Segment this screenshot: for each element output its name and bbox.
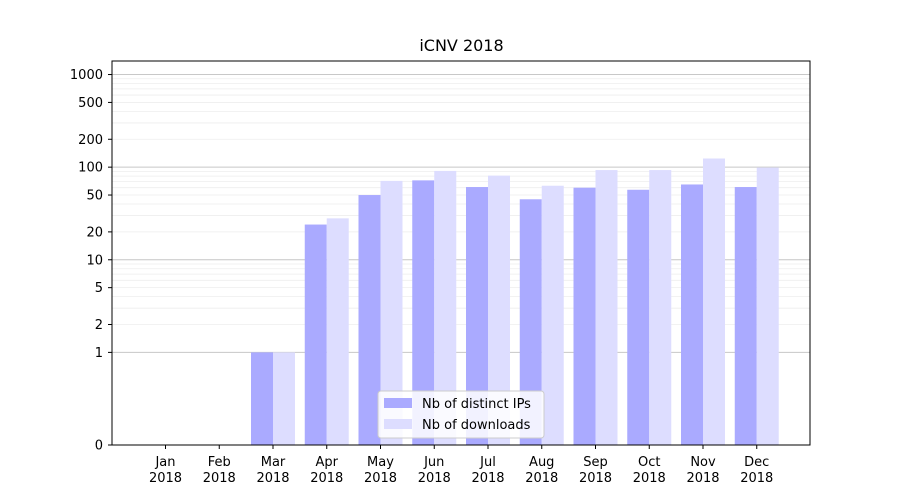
y-axis: 0 1 2 5 10 20 50 100 200 500 1000 [70,68,112,454]
x-tick-label-year: 2018 [471,471,504,486]
legend-box [377,390,545,439]
bar-distinct-ips [734,187,757,445]
legend: Nb of distinct IPs Nb of downloads [377,390,545,439]
bar-downloads [649,170,672,445]
x-tick-label-month: May [367,455,394,470]
x-tick-label-month: Nov [690,455,716,470]
x-tick-label-year: 2018 [364,471,397,486]
x-tick-label-month: Feb [208,455,231,470]
x-tick-label-month: Aug [529,455,554,470]
legend-swatch [384,419,412,429]
plot-frame [111,60,811,446]
bar-distinct-ips [627,189,650,445]
x-tick-label-month: Sep [583,455,608,470]
y-tick-label: 500 [78,96,103,111]
bar-distinct-ips [573,187,596,445]
bar-distinct-ips [681,184,703,445]
bar-downloads [273,352,295,445]
y-tick-label: 5 [95,281,103,296]
bar-distinct-ips [358,195,381,445]
legend-label: Nb of distinct IPs [422,397,531,412]
x-tick-label-year: 2018 [203,471,236,486]
bar-distinct-ips [466,187,488,445]
legend-label: Nb of downloads [422,418,531,433]
y-tick-label: 1000 [70,68,103,83]
y-tick-label: 2 [95,318,103,333]
x-tick-label-year: 2018 [740,471,773,486]
legend-swatch [384,398,412,408]
x-tick-label-month: Mar [261,455,286,470]
x-tick-label-year: 2018 [686,471,719,486]
bar-distinct-ips [519,199,542,445]
y-tick-label: 100 [78,161,103,176]
bar-downloads [756,167,779,445]
x-tick-label-year: 2018 [525,471,558,486]
x-tick-label-month: Apr [316,455,339,470]
x-tick-label-month: Dec [744,455,769,470]
x-tick-label-month: Oct [638,455,660,470]
y-tick-label: 0 [95,439,103,454]
bar-downloads [434,170,457,445]
x-tick-label-month: Jun [423,455,444,470]
bar-downloads [326,218,349,445]
x-tick-label-month: Jul [479,455,496,470]
x-tick-label-year: 2018 [579,471,612,486]
y-tick-label: 200 [78,133,103,148]
bar-distinct-ips [251,352,273,445]
bars [251,158,779,446]
y-tick-label: 10 [86,253,103,268]
x-tick-label-year: 2018 [310,471,343,486]
x-tick-label-year: 2018 [633,471,666,486]
bar-downloads [595,170,618,445]
x-axis: Jan2018Feb2018Mar2018Apr2018May2018Jun20… [149,445,773,486]
x-tick-label-year: 2018 [256,471,289,486]
bar-distinct-ips [412,180,435,445]
bar-downloads [703,158,725,445]
bar-distinct-ips [304,224,327,445]
x-tick-label-year: 2018 [418,471,451,486]
bar-downloads [380,180,403,446]
x-tick-label-year: 2018 [149,471,182,486]
y-tick-label: 20 [86,225,103,240]
y-tick-label: 1 [95,346,103,361]
bar-downloads [488,175,510,445]
y-tick-label: 50 [86,189,103,204]
x-tick-label-month: Jan [154,455,175,470]
chart-title: iCNV 2018 [419,36,503,55]
bar-downloads [541,185,564,445]
